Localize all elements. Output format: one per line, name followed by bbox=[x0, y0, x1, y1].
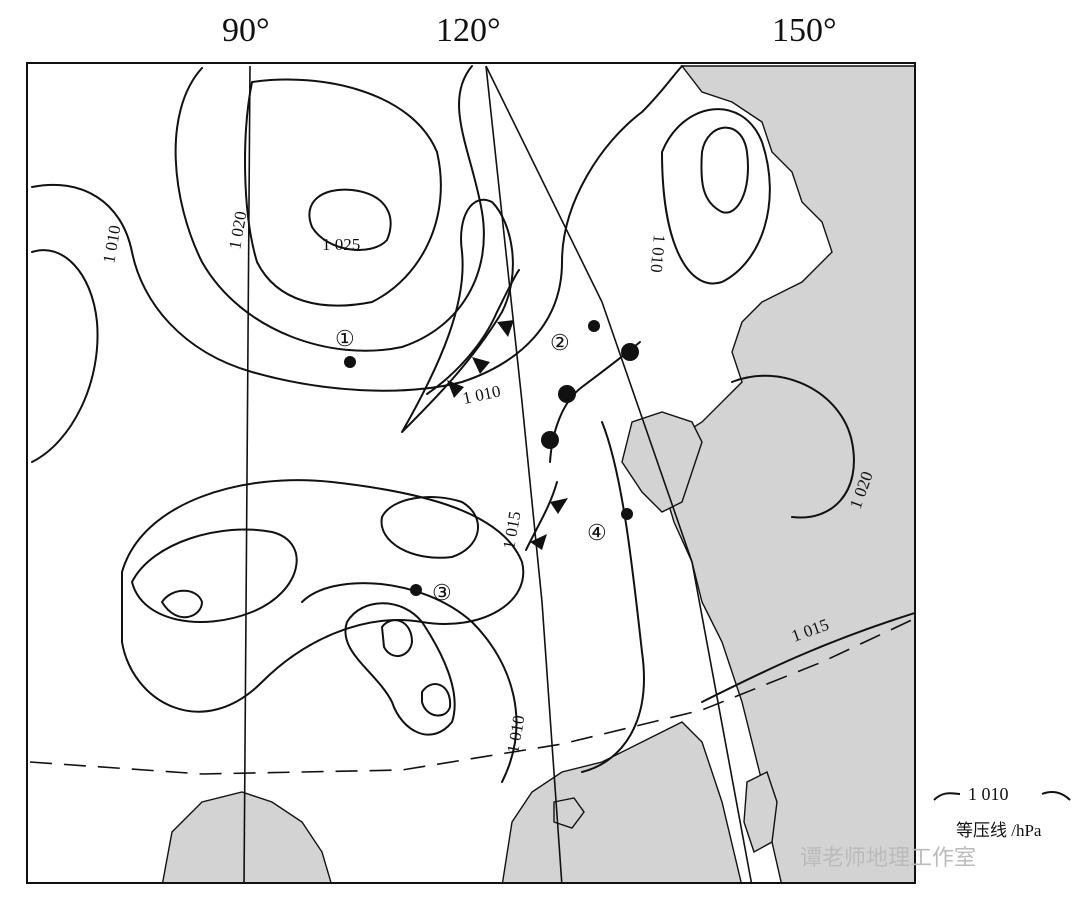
isobar-1015-southwest bbox=[131, 528, 298, 623]
equator-dashed bbox=[29, 618, 914, 775]
legend-line-icon bbox=[933, 791, 1071, 801]
longitude-label-150: 150° bbox=[772, 12, 837, 49]
weather-map: ① ② ③ ④ 1 025 1 020 1 010 1 010 1 010 1 … bbox=[26, 62, 916, 884]
meridian-150-edge bbox=[485, 65, 753, 882]
legend-value: 1 010 bbox=[968, 784, 1009, 804]
isobar-label-1010-west: 1 010 bbox=[99, 224, 124, 265]
land-south-coast bbox=[501, 721, 742, 882]
point-4-marker bbox=[621, 508, 633, 520]
meridian-90 bbox=[243, 65, 251, 882]
isobar-1010-south-outer bbox=[301, 582, 518, 783]
longitude-label-90: 90° bbox=[222, 12, 270, 49]
point-1-marker bbox=[344, 356, 356, 368]
watermark: 谭老师地理工作室 bbox=[800, 846, 977, 871]
isobar-1020-south-cell-b bbox=[421, 683, 452, 717]
isobar-label-1025: 1 025 bbox=[322, 235, 360, 254]
isobar-1010-west bbox=[31, 249, 99, 463]
warm-front-semicircle-3 bbox=[621, 343, 639, 361]
isobar-label-1020-west: 1 020 bbox=[225, 210, 250, 251]
isobar-1010-lowcenter bbox=[581, 421, 645, 773]
isobar-1025-high bbox=[308, 188, 392, 251]
longitude-label-120: 120° bbox=[436, 12, 501, 49]
point-4-label: ④ bbox=[587, 520, 607, 545]
isobar-1010-north bbox=[31, 65, 683, 392]
point-1-label: ① bbox=[335, 326, 355, 351]
isobar-1015-north bbox=[174, 65, 485, 352]
land-island-small bbox=[553, 797, 585, 829]
cold-front-triangle-5 bbox=[550, 498, 568, 514]
point-3-marker bbox=[410, 584, 422, 596]
isobar-1020-japan bbox=[731, 374, 855, 519]
cold-front-south bbox=[525, 481, 558, 551]
isobar-1005-northeast bbox=[700, 126, 749, 214]
isobar-1015-south-cell bbox=[344, 602, 456, 736]
point-2-label: ② bbox=[550, 330, 570, 355]
warm-front-semicircle-1 bbox=[558, 385, 576, 403]
legend-text: 等压线 /hPa bbox=[956, 821, 1042, 840]
point-3-label: ③ bbox=[432, 580, 452, 605]
isobar-1015-south-east bbox=[701, 612, 914, 703]
warm-front-semicircle-2 bbox=[541, 431, 559, 449]
isobar-1015-central bbox=[380, 496, 479, 559]
isobar-label-1010-trough: 1 010 bbox=[461, 381, 502, 408]
isobar-label-1010-northeast: 1 010 bbox=[647, 234, 669, 274]
land-indochina bbox=[162, 791, 332, 882]
isobar-1010-south bbox=[121, 479, 525, 713]
isobar-1020-southwest bbox=[161, 589, 203, 619]
isobar-label-1010-south: 1 010 bbox=[503, 714, 528, 755]
point-2-marker bbox=[588, 320, 600, 332]
isobar-label-1015-central: 1 015 bbox=[499, 510, 524, 551]
isobar-1020-south-cell-a bbox=[381, 619, 413, 657]
cold-front-triangle-3 bbox=[497, 320, 514, 337]
land-island-south bbox=[743, 771, 778, 854]
isobar-1010-northeast bbox=[661, 108, 771, 285]
isobar-1010-trough bbox=[401, 199, 514, 433]
cold-front-triangle-2 bbox=[472, 357, 490, 374]
cold-front-north bbox=[426, 269, 520, 395]
isobar-1020-high bbox=[244, 78, 442, 307]
land-korea bbox=[621, 411, 703, 513]
meridian-120 bbox=[485, 65, 563, 882]
weather-map-svg: ① ② ③ ④ 1 025 1 020 1 010 1 010 1 010 1 … bbox=[29, 65, 914, 882]
cold-front-triangle-1 bbox=[447, 380, 464, 398]
cold-front-triangle-4 bbox=[530, 534, 547, 550]
